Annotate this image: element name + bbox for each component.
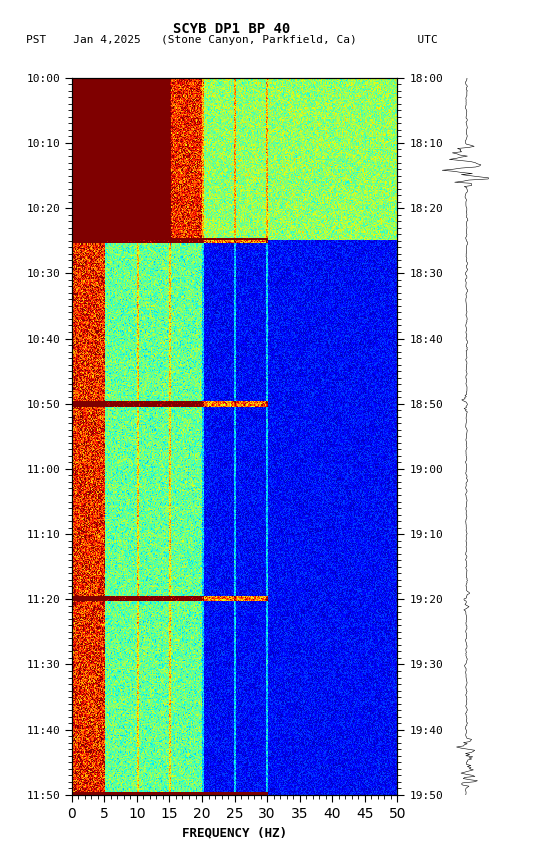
X-axis label: FREQUENCY (HZ): FREQUENCY (HZ): [182, 826, 287, 839]
Text: SCYB DP1 BP 40: SCYB DP1 BP 40: [173, 22, 290, 35]
Text: PST    Jan 4,2025   (Stone Canyon, Parkfield, Ca)         UTC: PST Jan 4,2025 (Stone Canyon, Parkfield,…: [26, 35, 438, 45]
